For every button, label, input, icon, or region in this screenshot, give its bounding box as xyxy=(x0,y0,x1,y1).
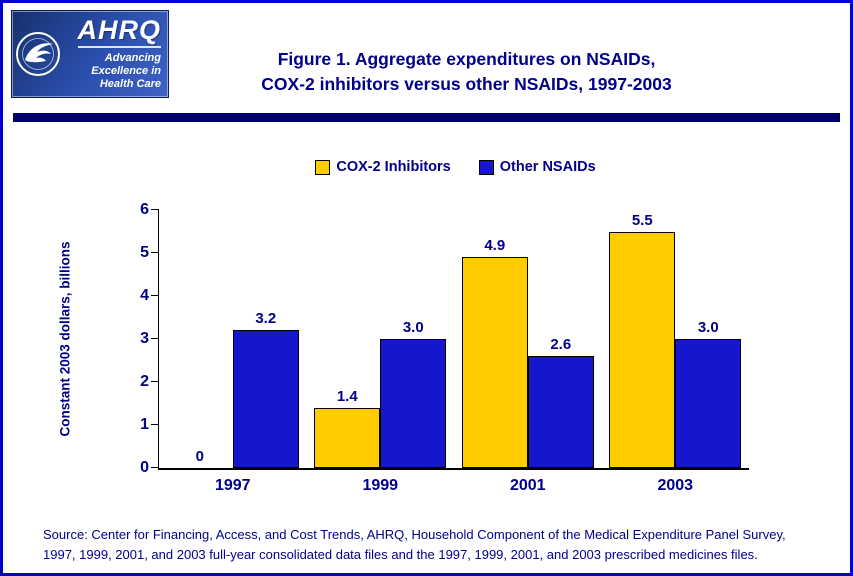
bar-slot-cox-2-inhibitors-1999: 1.4 xyxy=(314,210,381,468)
y-tick-label-2: 2 xyxy=(140,373,149,390)
legend-swatch-other-nsaids xyxy=(478,159,494,175)
ahrq-wordmark: AHRQ xyxy=(77,17,161,49)
logo-tagline-line3: Health Care xyxy=(99,77,161,90)
chart-legend: COX-2 Inhibitors Other NSAIDs xyxy=(3,159,850,175)
bar-value-other-nsaids-2001: 2.6 xyxy=(550,336,572,354)
legend-label-other-nsaids: Other NSAIDs xyxy=(499,159,596,175)
bar-value-cox-2-inhibitors-1999: 1.4 xyxy=(336,387,358,405)
x-axis-label-1997: 1997 xyxy=(214,477,251,494)
y-tick-label-4: 4 xyxy=(140,287,149,304)
bar-group-1999: 1.4 3.0 1999 xyxy=(314,210,447,494)
bar-value-other-nsaids-1999: 3.0 xyxy=(402,319,424,336)
x-axis-label-1999: 1999 xyxy=(362,477,399,494)
bar-value-cox-2-inhibitors-2001: 4.9 xyxy=(484,237,506,255)
y-axis-title: Constant 2003 dollars, billions xyxy=(57,241,73,437)
x-axis-label-2003: 2003 xyxy=(657,477,694,494)
bar-slot-other-nsaids-1997: 3.2 xyxy=(232,210,299,468)
bar-value-cox-2-inhibitors-1997: 0 xyxy=(195,448,204,465)
legend-item-cox2: COX-2 Inhibitors xyxy=(315,159,451,175)
figure-title: Figure 1. Aggregate expenditures on NSAI… xyxy=(153,47,780,98)
legend-swatch-cox2 xyxy=(315,159,331,175)
logo-text-block: AHRQ Advancing Excellence in Health Care xyxy=(64,17,168,91)
bar-slot-cox-2-inhibitors-2003: 5.5 xyxy=(609,210,676,468)
x-axis-label-2001: 2001 xyxy=(509,477,546,494)
source-note: Source: Center for Financing, Access, an… xyxy=(43,525,830,564)
bar-slot-other-nsaids-2003: 3.0 xyxy=(675,210,742,468)
bar-cox-2-inhibitors-2003 xyxy=(609,231,676,468)
bar-value-cox-2-inhibitors-2003: 5.5 xyxy=(631,211,653,229)
bar-slot-cox-2-inhibitors-1997: 0 xyxy=(167,210,233,468)
y-tick-label-6: 6 xyxy=(140,201,149,218)
y-tick-label-5: 5 xyxy=(140,244,149,261)
y-tick-mark-5 xyxy=(151,252,159,253)
bar-group-2003: 5.5 3.0 2003 xyxy=(609,210,742,494)
bar-cox-2-inhibitors-2001 xyxy=(461,257,528,468)
bar-slot-other-nsaids-2001: 2.6 xyxy=(527,210,594,468)
bar-cox-2-inhibitors-1999 xyxy=(314,407,381,468)
bar-other-nsaids-2003 xyxy=(675,339,742,468)
y-tick-mark-6 xyxy=(151,209,159,210)
figure-title-line1: Figure 1. Aggregate expenditures on NSAI… xyxy=(277,49,656,69)
y-tick-mark-4 xyxy=(151,295,159,296)
bar-group-2001: 4.9 2.6 2001 xyxy=(461,210,594,494)
y-tick-label-0: 0 xyxy=(140,459,149,476)
y-tick-mark-0 xyxy=(151,467,159,468)
y-tick-mark-3 xyxy=(151,338,159,339)
bar-value-other-nsaids-2003: 3.0 xyxy=(697,319,719,336)
logo-tagline: Advancing Excellence in Health Care xyxy=(91,52,161,91)
bar-other-nsaids-2001 xyxy=(527,356,594,468)
y-tick-label-1: 1 xyxy=(140,416,149,433)
bar-other-nsaids-1999 xyxy=(380,339,447,468)
y-axis-ticks: 0 1 2 3 4 5 6 xyxy=(115,202,149,476)
bar-group-1997: 0 3.2 1997 xyxy=(167,210,299,494)
y-tick-mark-1 xyxy=(151,424,159,425)
hhs-eagle-seal-icon xyxy=(12,30,64,78)
logo-tagline-line2: Excellence in xyxy=(91,65,161,78)
bar-value-other-nsaids-1997: 3.2 xyxy=(255,310,277,328)
bar-groups: 0 3.2 1997 1.4 3.0 1999 4.9 2.6 2001 5.5 3.0 2003 xyxy=(159,210,749,494)
logo-tagline-line1: Advancing xyxy=(104,52,161,65)
bar-slot-other-nsaids-1999: 3.0 xyxy=(380,210,447,468)
y-tick-label-3: 3 xyxy=(140,330,149,347)
plot-area: 0 3.2 1997 1.4 3.0 1999 4.9 2.6 2001 5.5 3.0 2003 xyxy=(151,209,749,494)
legend-item-other-nsaids: Other NSAIDs xyxy=(478,159,596,175)
ahrq-logo: AHRQ Advancing Excellence in Health Care xyxy=(11,10,169,98)
bar-other-nsaids-1997 xyxy=(232,330,299,468)
source-note-line1: Source: Center for Financing, Access, an… xyxy=(43,527,786,542)
header-divider-bar xyxy=(13,113,840,122)
source-note-line2: 1997, 1999, 2001, and 2003 full-year con… xyxy=(43,546,758,562)
bar-slot-cox-2-inhibitors-2001: 4.9 xyxy=(461,210,528,468)
legend-label-cox2: COX-2 Inhibitors xyxy=(336,159,451,175)
figure-title-line2: COX-2 inhibitors versus other NSAIDs, 19… xyxy=(261,74,672,95)
y-tick-mark-2 xyxy=(151,381,159,382)
